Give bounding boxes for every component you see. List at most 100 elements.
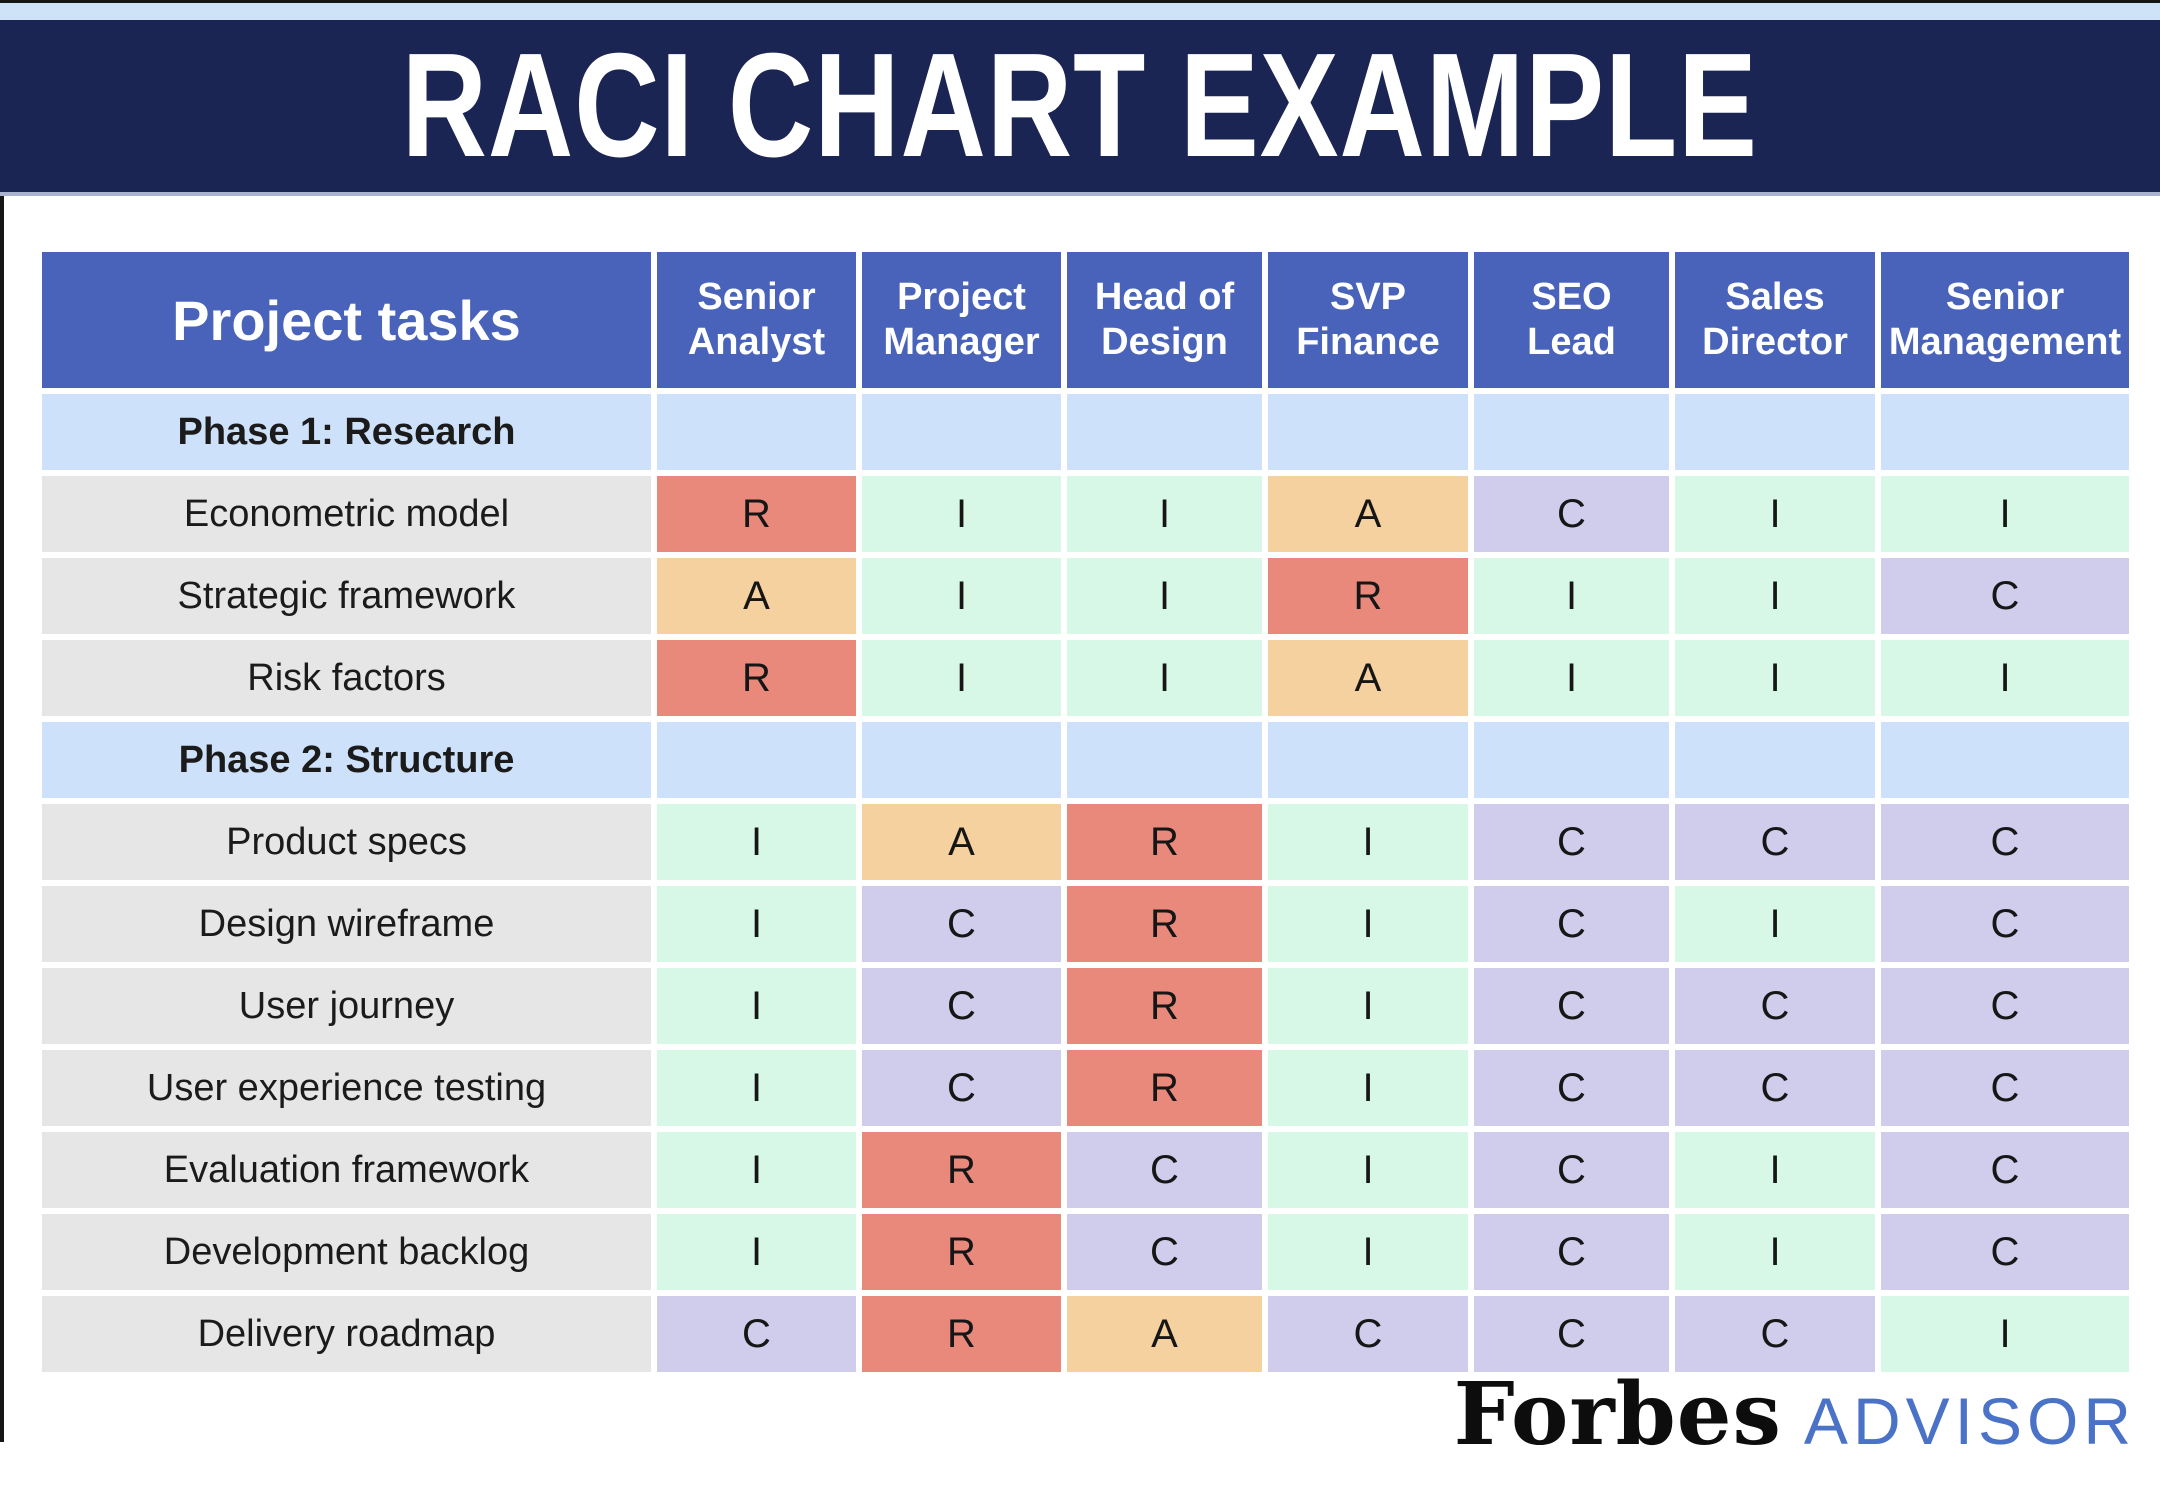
raci-cell-r: R bbox=[1067, 1050, 1262, 1126]
page-title: RACI CHART EXAMPLE bbox=[401, 23, 1759, 188]
forbes-wordmark: Forbes bbox=[1453, 1364, 1782, 1465]
raci-cell-i: I bbox=[657, 886, 856, 962]
title-banner: RACI CHART EXAMPLE bbox=[0, 20, 2160, 196]
phase-row-cell bbox=[1675, 722, 1875, 798]
raci-cell-i: I bbox=[1675, 1132, 1875, 1208]
column-header-sales-director: Sales Director bbox=[1675, 252, 1875, 388]
phase-row-cell bbox=[1067, 394, 1262, 470]
raci-cell-c: C bbox=[1474, 1296, 1669, 1372]
task-row-label: Development backlog bbox=[42, 1214, 651, 1290]
raci-cell-i: I bbox=[1474, 558, 1669, 634]
forbes-advisor-logo: Forbes ADVISOR bbox=[1454, 1364, 2136, 1465]
raci-cell-a: A bbox=[862, 804, 1061, 880]
task-row-label: User experience testing bbox=[42, 1050, 651, 1126]
phase-row-cell bbox=[1881, 394, 2129, 470]
raci-cell-r: R bbox=[862, 1132, 1061, 1208]
phase-row-cell bbox=[1268, 394, 1468, 470]
raci-cell-a: A bbox=[657, 558, 856, 634]
raci-cell-a: A bbox=[1268, 640, 1468, 716]
raci-cell-i: I bbox=[1268, 1214, 1468, 1290]
raci-cell-i: I bbox=[1067, 640, 1262, 716]
phase-row-cell bbox=[1067, 722, 1262, 798]
raci-cell-i: I bbox=[657, 1214, 856, 1290]
raci-cell-c: C bbox=[1881, 1132, 2129, 1208]
task-row-label: Risk factors bbox=[42, 640, 651, 716]
raci-cell-r: R bbox=[1067, 968, 1262, 1044]
phase-row-cell bbox=[1474, 394, 1669, 470]
raci-cell-c: C bbox=[1067, 1214, 1262, 1290]
phase-row-cell bbox=[1268, 722, 1468, 798]
raci-cell-i: I bbox=[1675, 1214, 1875, 1290]
raci-cell-c: C bbox=[1675, 804, 1875, 880]
raci-cell-c: C bbox=[1881, 968, 2129, 1044]
column-header-senior-analyst: Senior Analyst bbox=[657, 252, 856, 388]
raci-cell-c: C bbox=[1675, 1050, 1875, 1126]
task-row-label: Econometric model bbox=[42, 476, 651, 552]
raci-cell-i: I bbox=[1881, 476, 2129, 552]
raci-cell-i: I bbox=[1881, 1296, 2129, 1372]
raci-cell-i: I bbox=[862, 558, 1061, 634]
raci-cell-i: I bbox=[862, 476, 1061, 552]
raci-cell-c: C bbox=[862, 886, 1061, 962]
raci-cell-r: R bbox=[1268, 558, 1468, 634]
phase-row-cell bbox=[1881, 722, 2129, 798]
raci-cell-c: C bbox=[1474, 1132, 1669, 1208]
raci-cell-c: C bbox=[1474, 804, 1669, 880]
column-header-svp-finance: SVP Finance bbox=[1268, 252, 1468, 388]
raci-cell-i: I bbox=[862, 640, 1061, 716]
raci-cell-i: I bbox=[1675, 886, 1875, 962]
raci-cell-i: I bbox=[1675, 476, 1875, 552]
raci-cell-c: C bbox=[862, 1050, 1061, 1126]
task-row-label: Evaluation framework bbox=[42, 1132, 651, 1208]
raci-cell-a: A bbox=[1268, 476, 1468, 552]
raci-cell-a: A bbox=[1067, 1296, 1262, 1372]
phase-row-cell bbox=[657, 394, 856, 470]
phase-row-cell bbox=[1675, 394, 1875, 470]
raci-cell-i: I bbox=[1268, 886, 1468, 962]
raci-cell-i: I bbox=[1881, 640, 2129, 716]
raci-cell-i: I bbox=[657, 1132, 856, 1208]
raci-cell-i: I bbox=[1474, 640, 1669, 716]
raci-cell-c: C bbox=[1474, 968, 1669, 1044]
phase-row-cell bbox=[1474, 722, 1669, 798]
raci-cell-c: C bbox=[1881, 804, 2129, 880]
raci-cell-r: R bbox=[862, 1296, 1061, 1372]
phase-row-cell bbox=[862, 394, 1061, 470]
column-header-project-manager: Project Manager bbox=[862, 252, 1061, 388]
screenshot-left-border bbox=[0, 0, 4, 1442]
raci-cell-c: C bbox=[1675, 968, 1875, 1044]
raci-cell-c: C bbox=[1881, 886, 2129, 962]
raci-cell-c: C bbox=[1474, 886, 1669, 962]
task-row-label: Strategic framework bbox=[42, 558, 651, 634]
task-row-label: Product specs bbox=[42, 804, 651, 880]
task-row-label: Delivery roadmap bbox=[42, 1296, 651, 1372]
raci-cell-r: R bbox=[657, 476, 856, 552]
raci-cell-c: C bbox=[1881, 1214, 2129, 1290]
raci-cell-i: I bbox=[1268, 804, 1468, 880]
raci-cell-r: R bbox=[862, 1214, 1061, 1290]
raci-cell-c: C bbox=[1675, 1296, 1875, 1372]
phase-row-label: Phase 2: Structure bbox=[42, 722, 651, 798]
task-row-label: User journey bbox=[42, 968, 651, 1044]
raci-cell-c: C bbox=[862, 968, 1061, 1044]
raci-cell-c: C bbox=[1881, 1050, 2129, 1126]
raci-cell-i: I bbox=[1268, 968, 1468, 1044]
raci-cell-r: R bbox=[657, 640, 856, 716]
raci-cell-i: I bbox=[1268, 1132, 1468, 1208]
raci-cell-i: I bbox=[1675, 558, 1875, 634]
raci-table: Project tasks Senior Analyst Project Man… bbox=[42, 252, 2129, 1372]
task-row-label: Design wireframe bbox=[42, 886, 651, 962]
raci-cell-c: C bbox=[1474, 476, 1669, 552]
advisor-wordmark: ADVISOR bbox=[1803, 1384, 2136, 1458]
column-header-project-tasks: Project tasks bbox=[42, 252, 651, 388]
screenshot-top-border bbox=[0, 0, 2160, 3]
raci-cell-c: C bbox=[1474, 1214, 1669, 1290]
raci-cell-i: I bbox=[657, 804, 856, 880]
raci-cell-c: C bbox=[1067, 1132, 1262, 1208]
raci-cell-i: I bbox=[1675, 640, 1875, 716]
top-accent-strip bbox=[0, 3, 2160, 20]
phase-row-cell bbox=[657, 722, 856, 798]
column-header-seo-lead: SEO Lead bbox=[1474, 252, 1669, 388]
raci-cell-c: C bbox=[1474, 1050, 1669, 1126]
raci-cell-r: R bbox=[1067, 804, 1262, 880]
